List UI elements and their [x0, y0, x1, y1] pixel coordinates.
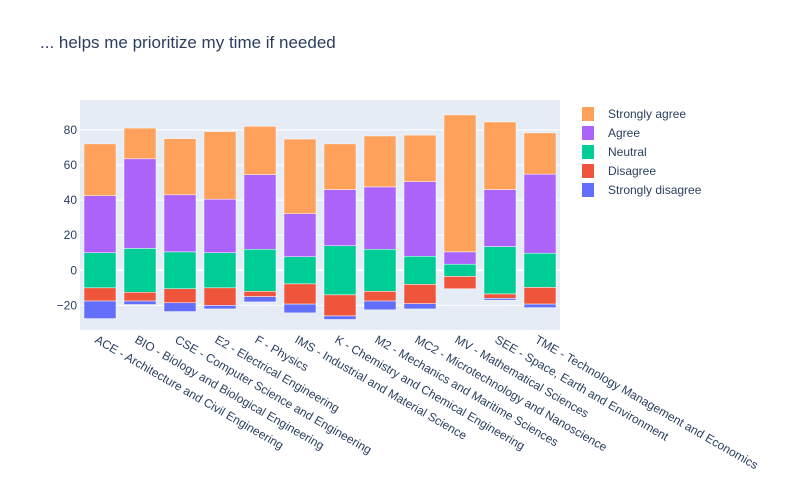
legend-swatch	[582, 145, 594, 159]
bar-neutral	[203, 252, 237, 289]
bar-agree	[203, 198, 237, 253]
bar-agree	[323, 189, 357, 246]
bar-strongly-agree	[483, 121, 517, 190]
legend: Strongly agree Agree Neutral Disagree Strong…	[582, 107, 702, 197]
bar-strongly-agree	[403, 134, 437, 182]
legend-swatch	[582, 107, 594, 121]
legend-swatch	[582, 126, 594, 140]
bar-agree	[163, 194, 197, 253]
bars	[83, 114, 557, 320]
bar-strongly-disagree	[523, 303, 557, 308]
bar-strongly-disagree	[243, 296, 277, 303]
bar-disagree	[203, 287, 237, 306]
legend-label: Agree	[608, 126, 640, 140]
bar-strongly-agree	[443, 114, 477, 253]
legend-label: Disagree	[608, 164, 656, 178]
bar-neutral	[443, 263, 477, 277]
bar-neutral	[483, 246, 517, 295]
legend-label: Neutral	[608, 145, 647, 159]
chart-title: ... helps me prioritize my time if neede…	[40, 33, 336, 52]
bar-strongly-disagree	[123, 300, 157, 305]
bar-neutral	[283, 256, 317, 285]
bar-disagree	[83, 287, 117, 302]
bar-disagree	[483, 293, 517, 299]
y-tick-label: 80	[64, 123, 78, 137]
bar-neutral	[123, 248, 157, 293]
bar-agree	[123, 158, 157, 249]
bar-neutral	[163, 251, 197, 289]
bar-strongly-disagree	[323, 315, 357, 320]
plot-area	[80, 100, 560, 330]
bar-disagree	[363, 291, 397, 302]
bar-agree	[243, 174, 277, 250]
bar-neutral	[83, 252, 117, 289]
y-axis-ticks: −20 0 20 40 60 80	[57, 123, 78, 313]
bar-agree	[403, 181, 437, 257]
bar-disagree	[403, 284, 437, 304]
bar-neutral	[243, 248, 277, 292]
bar-disagree	[163, 288, 197, 304]
bar-strongly-agree	[523, 132, 557, 175]
legend-item-agree[interactable]: Agree	[582, 126, 640, 140]
gridlines	[80, 129, 560, 306]
bar-strongly-disagree	[203, 305, 237, 310]
bar-disagree	[243, 291, 277, 297]
bar-strongly-agree	[83, 143, 117, 196]
bar-agree	[363, 186, 397, 250]
bar-agree	[483, 189, 517, 247]
bar-strongly-disagree	[483, 298, 517, 301]
bar-agree	[443, 251, 477, 265]
bar-disagree	[123, 292, 157, 302]
bar-strongly-disagree	[403, 303, 437, 310]
legend-label: Strongly agree	[608, 107, 686, 121]
legend-item-strongly-agree[interactable]: Strongly agree	[582, 107, 686, 121]
legend-item-strongly-disagree[interactable]: Strongly disagree	[582, 183, 702, 197]
bar-strongly-agree	[323, 143, 357, 190]
legend-swatch	[582, 164, 594, 178]
bar-neutral	[323, 245, 357, 296]
bar-disagree	[283, 283, 317, 305]
bar-agree	[83, 195, 117, 253]
bar-strongly-agree	[283, 138, 317, 214]
y-tick-label: 20	[64, 228, 78, 242]
legend-item-neutral[interactable]: Neutral	[582, 145, 647, 159]
bar-strongly-disagree	[163, 302, 197, 312]
bar-disagree	[523, 287, 557, 305]
bar-strongly-agree	[163, 138, 197, 196]
bar-strongly-agree	[203, 131, 237, 200]
y-tick-label: −20	[57, 298, 78, 312]
bar-agree	[523, 173, 557, 254]
bar-agree	[283, 213, 317, 257]
bar-disagree	[443, 276, 477, 289]
y-tick-label: 0	[70, 263, 77, 277]
bar-disagree	[323, 294, 357, 317]
bar-neutral	[403, 256, 437, 285]
bar-strongly-disagree	[283, 303, 317, 314]
legend-item-disagree[interactable]: Disagree	[582, 164, 656, 178]
y-tick-label: 40	[64, 193, 78, 207]
y-tick-label: 60	[64, 158, 78, 172]
x-axis-ticks: ACE - Architecture and Civil Engineering…	[93, 332, 761, 472]
bar-strongly-disagree	[83, 300, 117, 319]
bar-strongly-agree	[123, 127, 157, 160]
bar-neutral	[363, 248, 397, 292]
bar-neutral	[523, 252, 557, 288]
legend-swatch	[582, 183, 594, 197]
bar-strongly-agree	[363, 135, 397, 188]
bar-strongly-agree	[243, 126, 277, 175]
bar-strongly-disagree	[363, 300, 397, 311]
legend-label: Strongly disagree	[608, 183, 702, 197]
